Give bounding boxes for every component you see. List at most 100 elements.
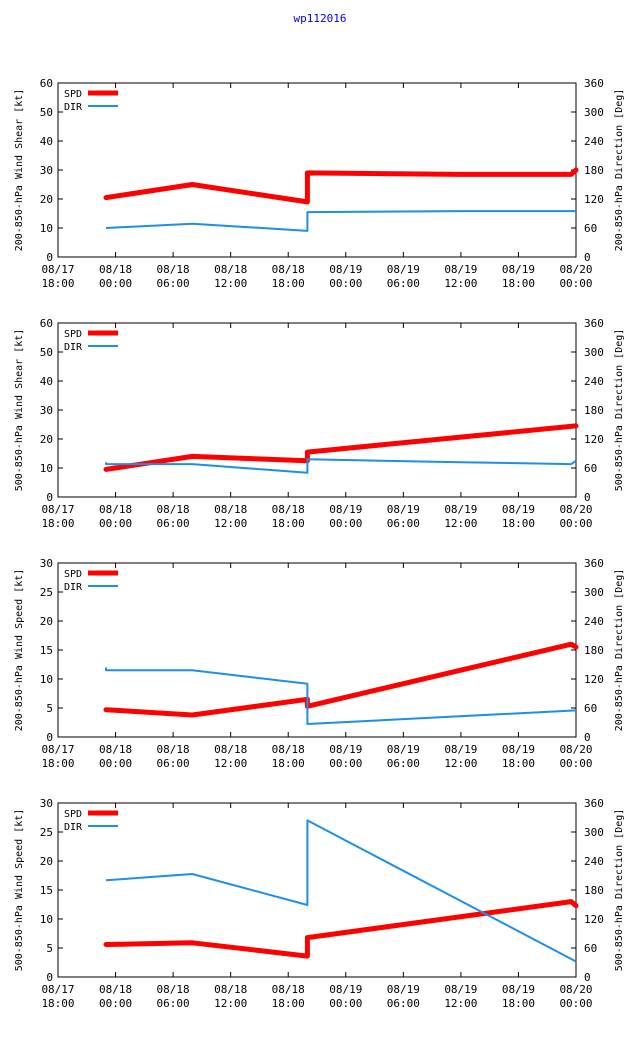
plot-frame (57, 82, 577, 258)
x-tick-label-time: 12:00 (214, 757, 247, 770)
x-tick-label-date: 08/18 (99, 263, 132, 276)
legend-spd-label: SPD (64, 809, 82, 820)
x-tick-label-date: 08/19 (387, 983, 420, 996)
x-tick-label-date: 08/19 (329, 743, 362, 756)
x-tick-label-date: 08/19 (444, 503, 477, 516)
y-axis-label: 200-850-hPa Wind Shear [kt] (14, 89, 25, 252)
y2-tick-label: 120 (584, 673, 604, 686)
y2-tick-label: 60 (584, 702, 597, 715)
x-tick-label-date: 08/20 (559, 263, 592, 276)
y-tick-label: 0 (46, 491, 53, 504)
x-tick-label-date: 08/19 (444, 263, 477, 276)
y2-tick-label: 60 (584, 942, 597, 955)
x-tick-label-date: 08/18 (272, 263, 305, 276)
x-tick-label-time: 18:00 (41, 517, 74, 530)
x-tick-label-time: 18:00 (41, 757, 74, 770)
y-tick-label: 15 (40, 644, 53, 657)
x-tick-label-time: 18:00 (272, 997, 305, 1010)
y-tick-label: 30 (40, 404, 53, 417)
x-tick-label-time: 18:00 (272, 277, 305, 290)
y2-tick-label: 0 (584, 491, 591, 504)
y2-tick-label: 120 (584, 913, 604, 926)
y-axis-label: 500-850-hPa Wind Shear [kt] (14, 329, 25, 492)
x-tick-label-time: 18:00 (272, 757, 305, 770)
x-tick-label-date: 08/18 (99, 983, 132, 996)
y2-tick-label: 0 (584, 731, 591, 744)
x-tick-label-date: 08/19 (502, 983, 535, 996)
x-tick-label-time: 06:00 (157, 997, 190, 1010)
chart-panel-2: 010203040506006012018024030036008/1718:0… (14, 317, 625, 530)
x-tick-label-time: 00:00 (559, 277, 592, 290)
y-axis-label: 200-850-hPa Wind Speed [kt] (14, 569, 25, 732)
x-tick-label-date: 08/20 (559, 983, 592, 996)
x-tick-label-date: 08/19 (502, 503, 535, 516)
x-tick-label-date: 08/19 (387, 743, 420, 756)
x-tick-label-time: 00:00 (99, 997, 132, 1010)
y-tick-label: 60 (40, 77, 53, 90)
y2-tick-label: 180 (584, 164, 604, 177)
x-tick-label-time: 12:00 (444, 757, 477, 770)
x-tick-label-time: 00:00 (99, 757, 132, 770)
y-tick-label: 5 (46, 942, 53, 955)
y2-tick-label: 300 (584, 586, 604, 599)
y-tick-label: 20 (40, 193, 53, 206)
x-tick-label-time: 00:00 (329, 757, 362, 770)
x-tick-label-date: 08/19 (502, 743, 535, 756)
y2-tick-label: 360 (584, 77, 604, 90)
x-tick-label-date: 08/18 (157, 263, 190, 276)
plot-frame (57, 802, 577, 978)
y2-tick-label: 60 (584, 222, 597, 235)
x-tick-label-date: 08/19 (329, 983, 362, 996)
x-tick-label-date: 08/18 (272, 983, 305, 996)
y2-tick-label: 300 (584, 826, 604, 839)
x-tick-label-date: 08/18 (214, 503, 247, 516)
y-tick-label: 50 (40, 346, 53, 359)
y-tick-label: 20 (40, 855, 53, 868)
y2-tick-label: 180 (584, 404, 604, 417)
x-tick-label-time: 12:00 (214, 277, 247, 290)
y2-tick-label: 0 (584, 251, 591, 264)
x-tick-label-time: 06:00 (387, 997, 420, 1010)
x-tick-label-time: 00:00 (329, 997, 362, 1010)
x-tick-label-date: 08/18 (157, 983, 190, 996)
x-tick-label-time: 12:00 (444, 277, 477, 290)
x-tick-label-time: 18:00 (502, 277, 535, 290)
y-tick-label: 10 (40, 913, 53, 926)
x-tick-label-date: 08/18 (272, 503, 305, 516)
y-tick-label: 60 (40, 317, 53, 330)
x-tick-label-time: 06:00 (387, 757, 420, 770)
x-tick-label-time: 06:00 (157, 277, 190, 290)
y2-tick-label: 240 (584, 855, 604, 868)
x-tick-label-time: 00:00 (559, 757, 592, 770)
chart-panel-1: 010203040506006012018024030036008/1718:0… (14, 77, 625, 290)
x-tick-label-time: 06:00 (157, 757, 190, 770)
x-tick-label-date: 08/19 (444, 743, 477, 756)
legend-dir-label: DIR (64, 822, 83, 833)
legend-spd-label: SPD (64, 569, 82, 580)
x-tick-label-date: 08/17 (41, 503, 74, 516)
y-tick-label: 30 (40, 557, 53, 570)
y2-tick-label: 240 (584, 135, 604, 148)
x-tick-label-date: 08/17 (41, 983, 74, 996)
y-axis-label: 500-850-hPa Wind Speed [kt] (14, 809, 25, 972)
spd-series-line (103, 899, 579, 959)
x-tick-label-date: 08/18 (99, 743, 132, 756)
x-tick-label-date: 08/17 (41, 263, 74, 276)
x-tick-label-time: 18:00 (272, 517, 305, 530)
x-tick-label-time: 06:00 (157, 517, 190, 530)
x-tick-label-date: 08/19 (502, 263, 535, 276)
y2-axis-label: 500-850-hPa Direction [Deg] (614, 809, 625, 972)
x-tick-label-date: 08/18 (214, 263, 247, 276)
x-tick-label-date: 08/18 (214, 743, 247, 756)
y-tick-label: 40 (40, 135, 53, 148)
x-tick-label-date: 08/18 (157, 743, 190, 756)
spd-series-line (103, 641, 579, 718)
dir-series-line (105, 667, 577, 725)
x-tick-label-time: 12:00 (444, 517, 477, 530)
page-title: wp112016 (293, 12, 347, 25)
x-tick-label-time: 18:00 (41, 277, 74, 290)
y-tick-label: 0 (46, 971, 53, 984)
y2-tick-label: 180 (584, 644, 604, 657)
x-tick-label-time: 00:00 (559, 517, 592, 530)
spd-series-line (103, 167, 579, 205)
